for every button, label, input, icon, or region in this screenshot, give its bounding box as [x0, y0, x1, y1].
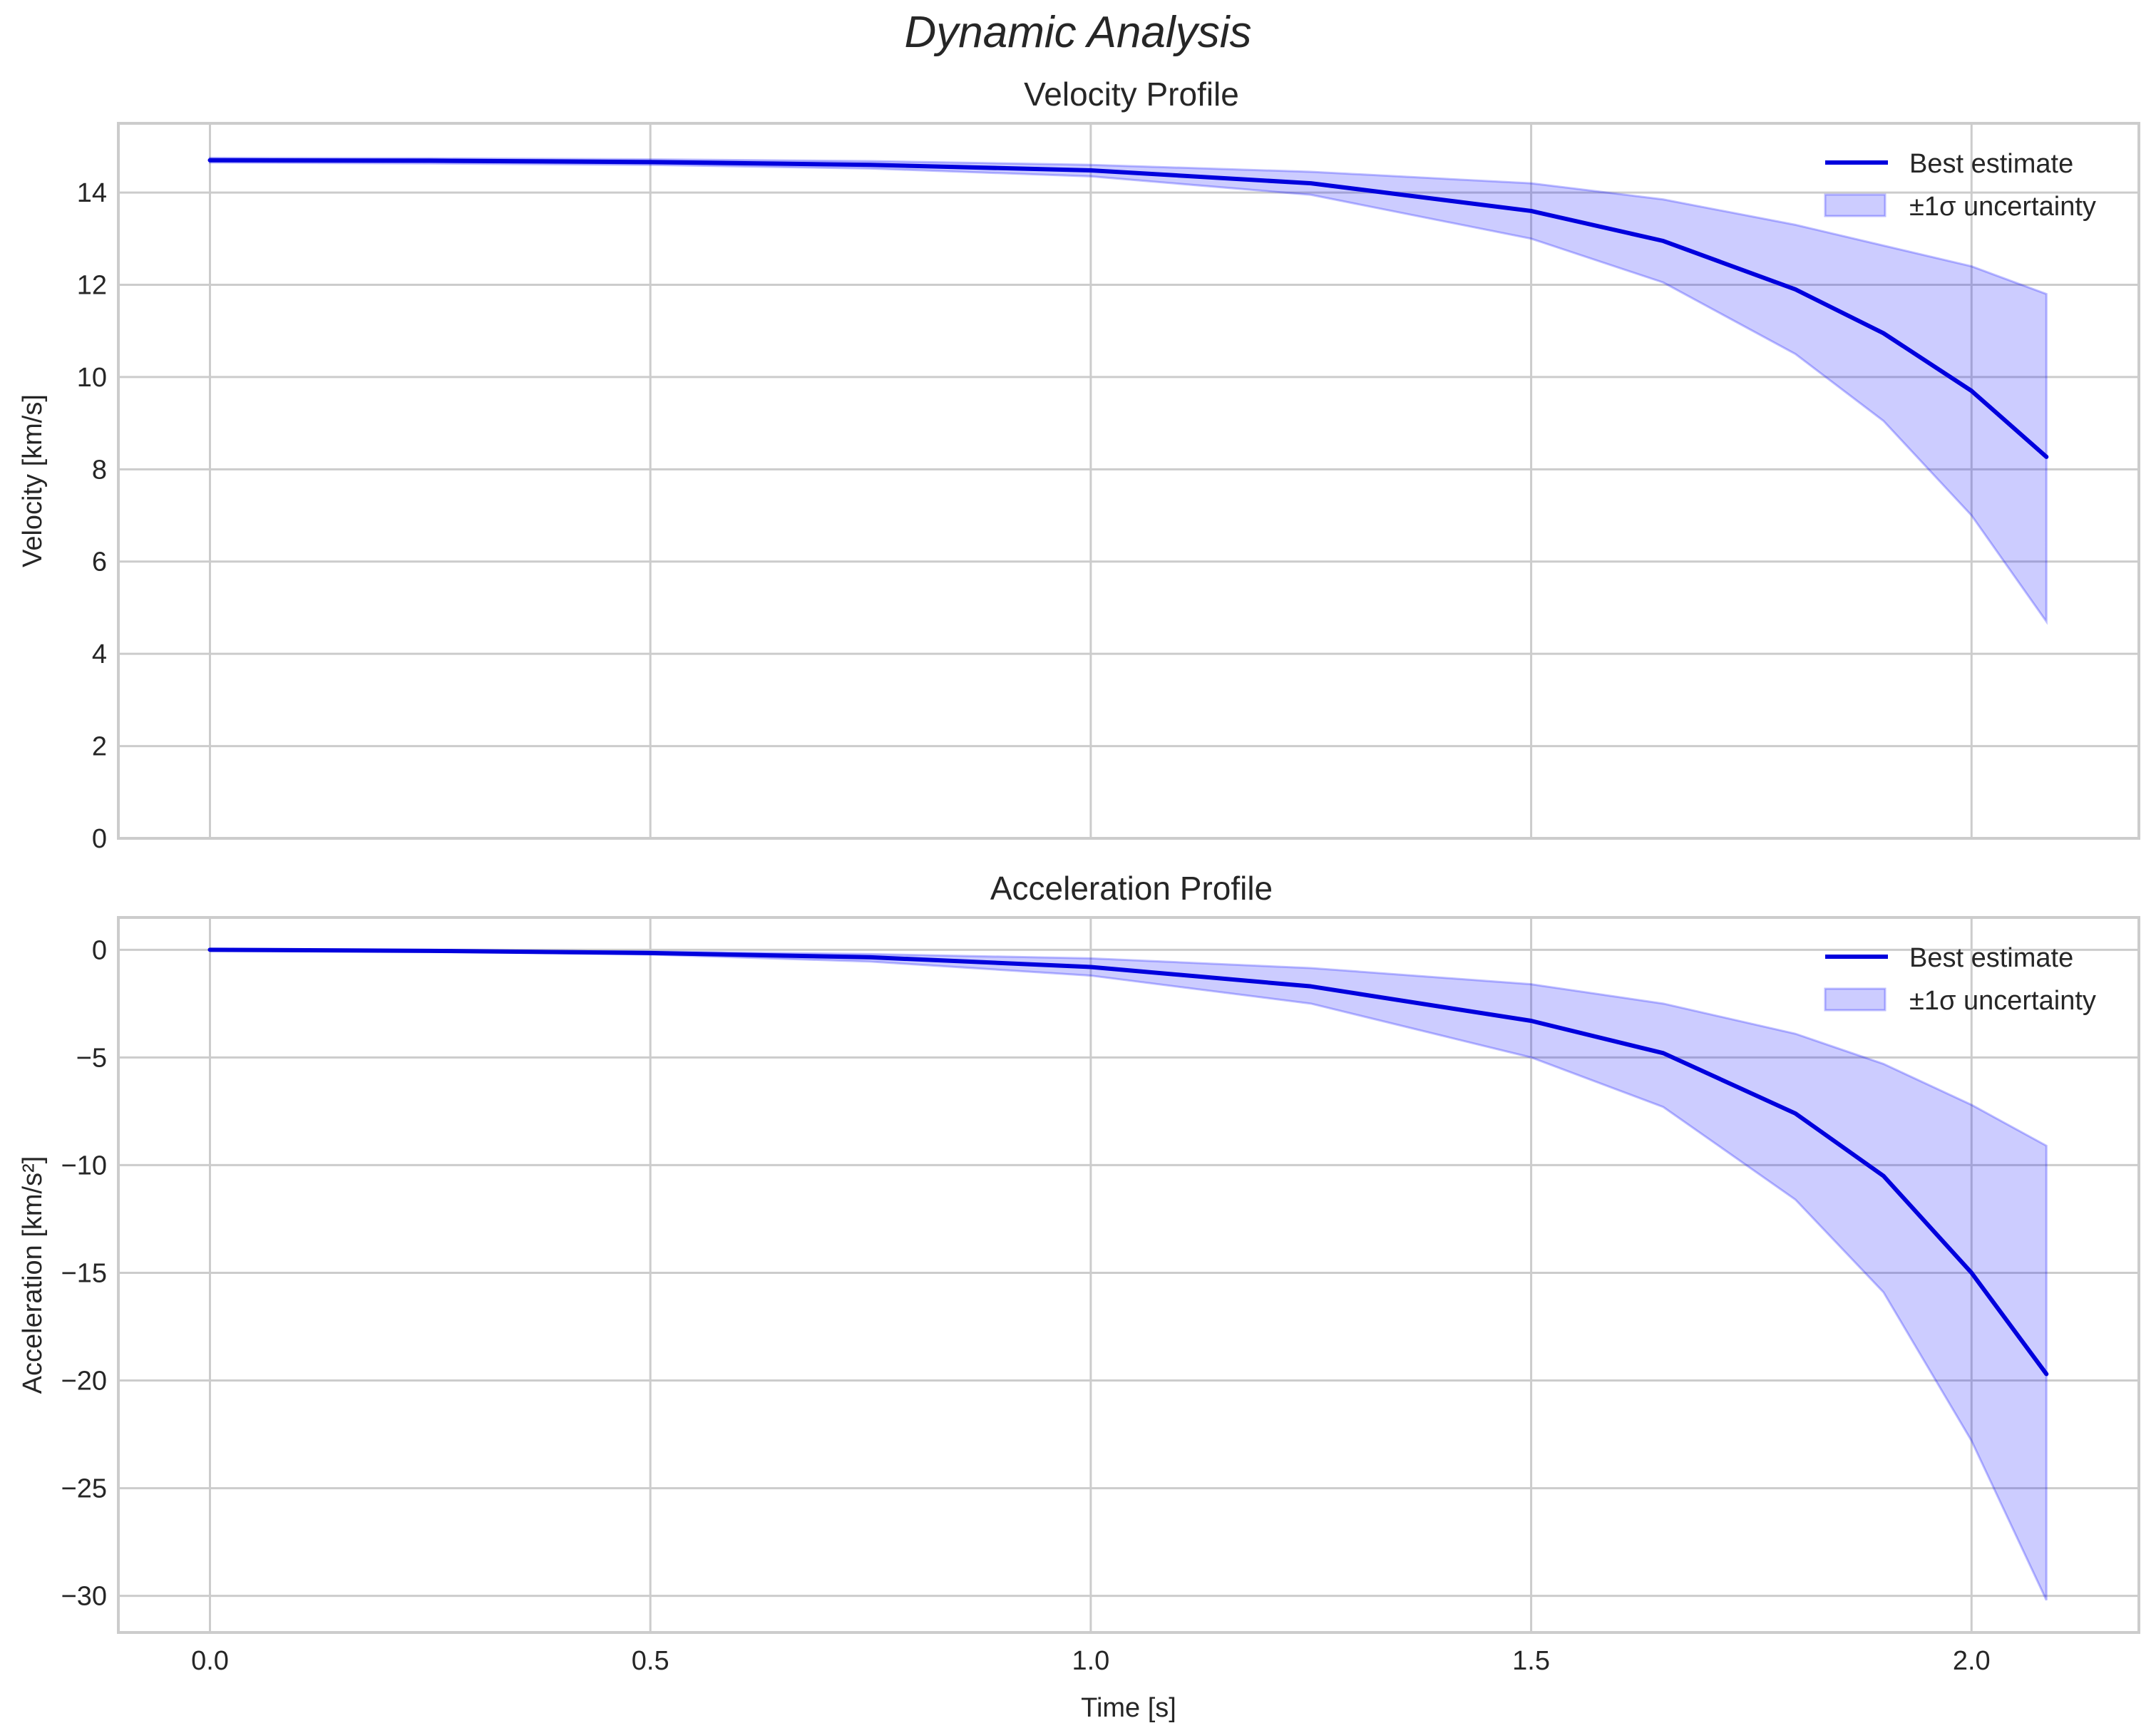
velocity-axes: 0 2 4 6 8 10 12 14 Velocity Profile Velocity [km/…: [18, 76, 2140, 854]
y-tick-label: 14: [77, 178, 107, 208]
legend: Best estimate ±1σ uncertainty: [1824, 943, 2096, 1016]
legend-band-swatch: [1824, 987, 1886, 1012]
uncertainty-band: [208, 157, 2048, 625]
axes-title: Acceleration Profile: [990, 870, 1273, 907]
legend-band-swatch: [1824, 193, 1886, 217]
axes-frame: [117, 122, 2140, 840]
best-estimate-line: [207, 158, 2049, 459]
y-axis-label: Acceleration [km/s²]: [18, 1156, 48, 1394]
legend-label: Best estimate: [1909, 149, 2073, 179]
legend-label: ±1σ uncertainty: [1909, 192, 2096, 222]
x-tick-label: 2.0: [1953, 1646, 1991, 1676]
y-tick-label: −15: [61, 1258, 107, 1288]
legend-label: ±1σ uncertainty: [1909, 986, 2096, 1016]
y-tick-label: −25: [61, 1474, 107, 1504]
uncertainty-band: [210, 948, 2048, 1601]
best-estimate-line: [207, 947, 2049, 1377]
y-tick-label: 8: [92, 455, 107, 485]
y-tick-label: 4: [92, 639, 107, 669]
x-axis-label: Time [s]: [1081, 1693, 1176, 1723]
legend-label: Best estimate: [1909, 943, 2073, 973]
axes-title: Velocity Profile: [1024, 76, 1239, 113]
y-tick-label: 12: [77, 270, 107, 300]
y-axis-label: Velocity [km/s]: [18, 394, 48, 567]
legend: Best estimate ±1σ uncertainty: [1824, 149, 2096, 222]
y-tick-label: 6: [92, 547, 107, 577]
y-tick-label: 2: [92, 732, 107, 762]
x-tick-label: 1.5: [1512, 1646, 1550, 1676]
y-tick-label: −10: [61, 1151, 107, 1181]
y-tick-label: 10: [77, 363, 107, 393]
y-tick-label: −5: [76, 1043, 107, 1073]
acceleration-axes: 0.0 0.5 1.0 1.5 2.0 0 −5 −10 −15 −20 −25 −30 Acceler…: [18, 870, 2140, 1723]
y-tick-label: −20: [61, 1367, 107, 1397]
y-tick-label: 0: [92, 935, 107, 965]
y-tick-label: −30: [61, 1582, 107, 1612]
x-tick-label: 1.0: [1072, 1646, 1109, 1676]
y-tick-label: 0: [92, 824, 107, 854]
x-tick-label: 0.0: [191, 1646, 229, 1676]
figure-title: Dynamic Analysis: [904, 8, 1252, 57]
x-tick-label: 0.5: [632, 1646, 669, 1676]
axes-frame: [117, 916, 2140, 1634]
